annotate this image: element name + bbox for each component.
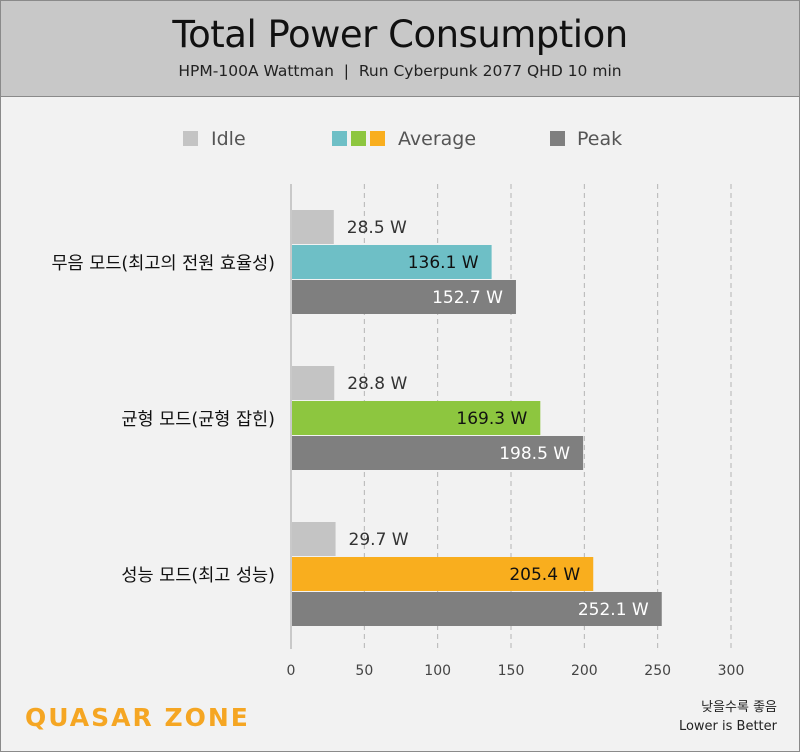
bar-average [292, 245, 492, 279]
bar-average [292, 401, 541, 435]
chart-subtitle: HPM-100A Wattman | Run Cyberpunk 2077 QH… [178, 62, 622, 80]
footer-note-english: Lower is Better [678, 719, 777, 734]
legend-swatch-average-3 [370, 131, 385, 146]
data-label-peak: 198.5 W [499, 444, 570, 464]
bar-idle [292, 522, 336, 556]
legend-label-average: Average [398, 128, 477, 150]
legend-swatch-idle [183, 131, 198, 146]
legend-swatch-average-1 [332, 131, 347, 146]
data-label-peak: 152.7 W [432, 288, 503, 308]
category-label: 무음 모드(최고의 전원 효율성) [51, 254, 275, 274]
bar-peak [292, 436, 584, 470]
x-tick-label: 150 [498, 663, 525, 679]
x-tick-label: 300 [718, 663, 745, 679]
legend-swatch-peak [550, 131, 565, 146]
chart-legend: Idle Average Peak [1, 128, 799, 152]
category-label: 성능 모드(최고 성능) [121, 566, 275, 586]
data-label-idle: 28.8 W [347, 374, 407, 394]
bar-peak [292, 280, 516, 314]
quasarzone-logo: QUASAR ZONE [25, 703, 250, 732]
data-label-peak: 252.1 W [578, 600, 649, 620]
footer-note-korean: 낮을수록 좋음 [701, 700, 777, 715]
x-tick-label: 200 [571, 663, 598, 679]
legend-swatch-average-2 [351, 131, 366, 146]
data-label-average: 136.1 W [408, 253, 479, 273]
chart-title: Total Power Consumption [172, 13, 628, 56]
logo-text: QUASAR ZONE [25, 703, 250, 732]
footer-note: 낮을수록 좋음 Lower is Better [679, 698, 777, 736]
legend-label-peak: Peak [577, 128, 623, 150]
data-label-idle: 28.5 W [347, 218, 407, 238]
data-label-idle: 29.7 W [349, 530, 409, 550]
bar-idle [292, 366, 335, 400]
chart-header: Total Power Consumption HPM-100A Wattman… [1, 1, 799, 97]
bar-average [292, 557, 594, 591]
legend-label-idle: Idle [211, 128, 246, 150]
data-label-average: 169.3 W [456, 409, 527, 429]
x-tick-label: 50 [355, 663, 373, 679]
data-label-average: 205.4 W [509, 565, 580, 585]
bar-chart: 0 50 100 150 200 250 300 무음 모드(최고의 전원 효율성) 28.5 … [51, 184, 745, 679]
bar-peak [292, 592, 662, 626]
x-tick-label: 0 [287, 663, 296, 679]
x-tick-label: 250 [644, 663, 671, 679]
category-label: 균형 모드(균형 잡힌) [121, 410, 275, 430]
bar-idle [292, 210, 334, 244]
x-tick-label: 100 [424, 663, 451, 679]
